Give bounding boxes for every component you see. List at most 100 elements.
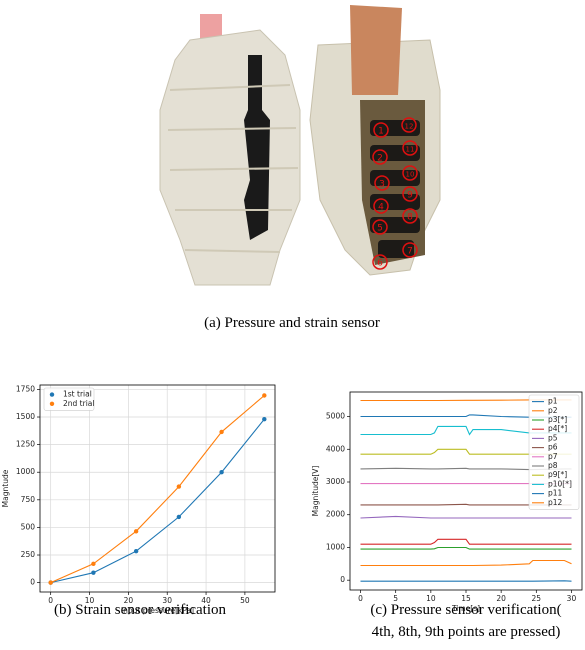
legend-label: p11 [548,489,563,498]
point [91,570,96,575]
y-tick-label: 750 [21,495,36,504]
y-axis-label: Magnitude[V] [311,466,320,517]
legend-label: p8 [548,461,558,470]
x-tick-label: 15 [461,594,471,603]
x-tick-label: 10 [85,596,95,605]
x-tick-label: 25 [532,594,542,603]
legend-label: p2 [548,406,558,415]
series-line [360,546,572,550]
point [91,561,96,567]
plot-frame [349,391,583,591]
plot-frame [39,384,276,593]
y-axis-label: Magntude [1,469,10,507]
point [262,417,267,422]
y-tick-label: 1750 [16,384,35,393]
label-circle [402,140,418,156]
label-circle [402,165,418,181]
label-circle [402,208,418,224]
label-number: 6 [377,259,383,269]
label-circle [401,117,417,133]
y-tick-label: 500 [21,522,36,531]
point [176,514,182,520]
series-line [50,395,265,584]
label-number: 11 [406,146,415,154]
legend-label: p12 [548,498,563,507]
label-number: 1 [378,127,384,137]
x-tick-label: 20 [496,594,506,603]
x-axis-label: Input pressure[kPa] [121,606,194,615]
x-tick-label: 30 [567,594,577,603]
y-tick-label: 1000 [16,467,35,476]
label-circle [373,198,389,214]
y-tick-label: 250 [21,550,36,559]
label-number: 12 [405,123,414,131]
label-circle [372,219,388,235]
label-number: 7 [407,247,413,257]
label-number: 8 [407,213,413,223]
caption: 4th, 8th, 9th points are pressed) [372,624,561,640]
legend-box [43,387,95,411]
legend-label: p7 [548,452,558,461]
caption: (c) Pressure sensor verification( [370,602,561,618]
series-line [360,538,572,545]
x-tick-label: 20 [124,596,134,605]
y-tick-label: 3000 [326,477,345,486]
point [133,548,139,554]
photo-pressure-sensor [309,5,441,276]
label-number: 3 [379,180,385,190]
x-tick-label: 0 [48,596,53,605]
legend-label: p5 [548,433,558,442]
legend-label: p4[*] [548,424,567,433]
legend-swatch [49,392,55,397]
x-tick-label: 5 [393,594,398,603]
legend-swatch [49,401,55,406]
point [48,580,53,585]
label-circle [402,186,418,202]
point [219,470,224,475]
y-tick-label: 1500 [16,412,35,421]
legend-label: p9[*] [548,470,567,479]
series-line [360,559,572,567]
y-tick-label: 0 [30,578,35,587]
label-circle [372,254,388,270]
y-tick-label: 1000 [326,542,345,551]
y-tick-label: 4000 [326,444,345,453]
point [219,429,224,435]
x-tick-label: 10 [426,594,436,603]
point [133,529,139,534]
label-number: 2 [377,154,383,164]
legend-label: p6 [548,443,558,452]
caption: (b) Strain sensor verification [54,602,227,618]
legend-box [528,394,580,510]
x-tick-label: 0 [358,594,363,603]
label-number: 5 [377,224,383,234]
legend-label: p1 [548,397,558,406]
point [176,484,182,489]
label-circle [402,242,418,258]
label-circle [372,149,388,165]
photo-strain-sensor [159,14,301,286]
x-tick-label: 50 [240,596,250,605]
legend-label: 2nd trial [63,399,94,408]
y-tick-label: 0 [340,575,345,584]
series-line [360,515,572,519]
x-tick-label: 40 [201,596,211,605]
legend-label: 1st trial [63,390,92,399]
label-circle [373,122,389,138]
label-number: 4 [378,203,384,213]
label-circle [374,175,390,191]
point [262,393,267,398]
series-line [50,418,265,584]
y-tick-label: 1250 [16,440,35,449]
x-axis-label: Time[s] [451,604,480,613]
y-tick-label: 2000 [326,510,345,519]
x-tick-label: 30 [162,596,172,605]
y-tick-label: 5000 [326,412,345,421]
legend-label: p10[*] [548,479,572,488]
legend-label: p3[*] [548,415,567,424]
label-number: 9 [407,191,413,201]
caption-a: (a) Pressure and strain sensor [204,315,380,331]
label-number: 10 [406,171,415,179]
